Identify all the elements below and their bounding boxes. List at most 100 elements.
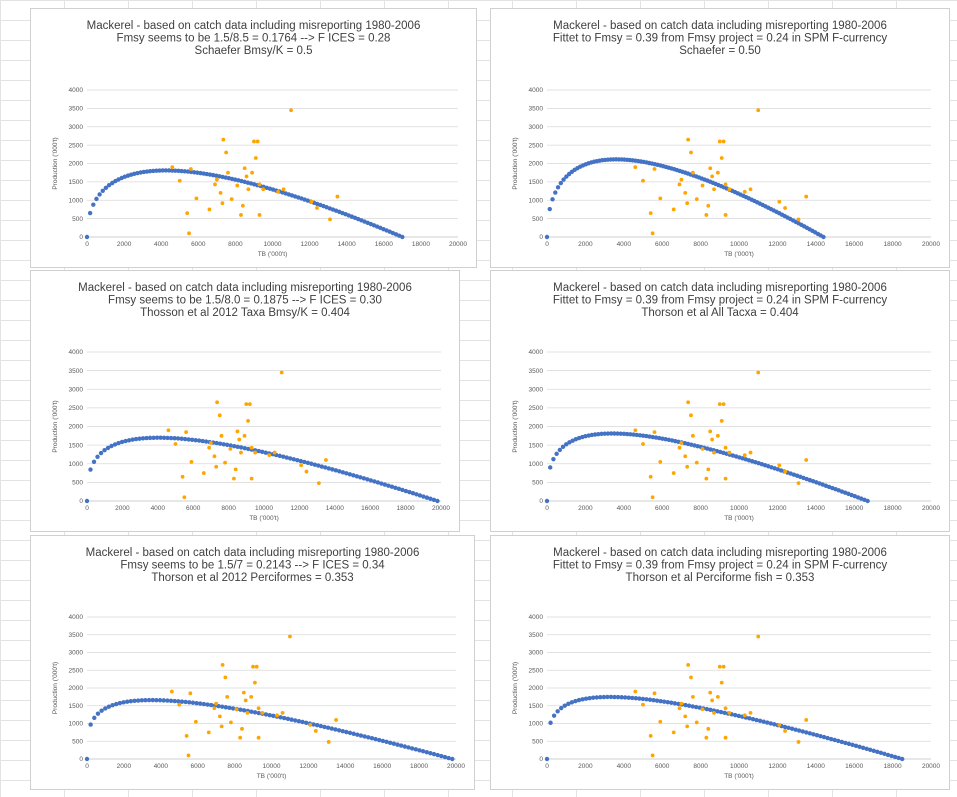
observed-point: [226, 170, 230, 175]
model-curve-point: [223, 705, 229, 710]
model-curve-point: [669, 700, 674, 705]
chart-title-line: Fmsy seems to be 1.5/8.5 = 0.1764 --> F …: [117, 33, 391, 45]
model-curve-point: [369, 736, 375, 741]
y-tick-label: 2000: [69, 424, 84, 431]
model-curve-point: [198, 701, 203, 706]
observed-point: [326, 740, 331, 744]
chart-panel[interactable]: Mackerel - based on catch data including…: [30, 270, 460, 532]
chart-panel[interactable]: Mackerel - based on catch data including…: [490, 535, 950, 790]
y-tick-label: 4000: [529, 349, 544, 356]
model-curve-point: [230, 706, 236, 711]
chart-panel[interactable]: Mackerel - based on catch data including…: [490, 270, 950, 532]
observed-point: [652, 430, 657, 434]
x-tick-label: 2000: [578, 505, 593, 512]
model-curve-point: [203, 439, 209, 444]
model-curve-point: [560, 444, 566, 450]
model-curve-point: [576, 697, 582, 703]
model-curve-point: [864, 746, 869, 752]
chart-title-line: Mackerel - based on catch data including…: [86, 547, 420, 559]
y-tick-label: 2000: [69, 161, 84, 168]
y-tick-label: 4000: [69, 614, 84, 621]
observed-point: [185, 211, 190, 216]
y-tick-label: 1500: [69, 703, 84, 710]
observed-point: [679, 701, 684, 706]
model-curve-point: [605, 431, 611, 436]
model-curve-point: [176, 168, 181, 174]
model-curve-point: [291, 457, 296, 462]
y-tick-label: 2500: [529, 405, 544, 412]
y-tick-label: 2500: [529, 667, 544, 674]
model-curve-point: [647, 697, 653, 702]
x-tick-label: 2000: [578, 241, 593, 248]
model-curve-point: [293, 718, 298, 723]
model-curve-point: [557, 447, 563, 453]
observed-point: [251, 664, 255, 669]
observed-point: [207, 207, 212, 212]
observed-point: [721, 139, 726, 144]
observed-point: [245, 710, 250, 715]
model-curve-point: [850, 742, 855, 748]
model-curve-point: [544, 756, 550, 762]
observed-point: [250, 170, 254, 175]
observed-point: [704, 213, 709, 217]
model-curve-point: [450, 756, 455, 762]
chart-panel[interactable]: Mackerel - based on catch data including…: [30, 8, 477, 268]
observed-point: [700, 446, 705, 451]
model-curve-point: [88, 722, 93, 727]
observed-point: [218, 191, 223, 195]
observed-point: [170, 165, 175, 170]
chart-svg: Mackerel - based on catch data including…: [512, 282, 940, 522]
observed-point: [783, 469, 787, 474]
x-tick-label: 12000: [768, 763, 786, 770]
model-curve-point: [690, 704, 695, 709]
model-curve-point: [151, 168, 156, 174]
observed-point: [276, 189, 280, 194]
model-curve-point: [424, 495, 430, 500]
observed-point: [214, 464, 219, 469]
chart-title-line: Schaefer Bmsy/K = 0.5: [195, 45, 313, 57]
chart-panel[interactable]: Mackerel - based on catch data including…: [490, 8, 950, 268]
observed-point: [220, 201, 225, 206]
observed-point: [173, 442, 178, 446]
model-curve-point: [395, 742, 400, 747]
chart-title-line: Thorson et al 2012 Perciformes = 0.353: [151, 572, 353, 584]
chart-title-line: Schaefer = 0.50: [679, 45, 761, 57]
model-curve-point: [340, 470, 346, 475]
observed-point: [648, 734, 653, 738]
x-tick-label: 16000: [373, 763, 391, 770]
x-tick-label: 4000: [617, 505, 632, 512]
observed-point: [700, 183, 705, 188]
x-tick-label: 6000: [655, 505, 670, 512]
observed-point: [221, 137, 226, 142]
model-curve-point: [347, 472, 353, 477]
chart-panel[interactable]: Mackerel - based on catch data including…: [30, 535, 475, 790]
y-tick-label: 4000: [529, 614, 544, 621]
observed-point: [249, 694, 254, 699]
model-curve-point: [172, 698, 177, 704]
y-axis-title: Production ('000't): [512, 400, 519, 452]
model-curve-point: [594, 695, 599, 700]
model-curve-point: [337, 469, 342, 474]
observed-point: [279, 370, 284, 375]
model-curve-point: [99, 708, 104, 713]
model-curve-point: [193, 437, 198, 443]
y-tick-label: 3000: [529, 386, 544, 393]
model-curve-point: [271, 713, 276, 719]
observed-point: [689, 675, 693, 680]
observed-point: [188, 167, 193, 171]
observed-point: [658, 459, 663, 464]
model-curve-point: [624, 431, 630, 437]
observed-point: [691, 433, 695, 438]
y-tick-label: 0: [79, 498, 83, 505]
observed-point: [228, 446, 233, 451]
observed-point: [213, 182, 217, 187]
observed-point: [677, 706, 682, 711]
model-curve-point: [846, 741, 852, 747]
model-curve-point: [217, 441, 223, 446]
y-tick-label: 3500: [529, 106, 544, 113]
model-curve-point: [875, 749, 880, 755]
model-curve-point: [154, 168, 159, 173]
model-curve-point: [836, 738, 841, 744]
model-curve-point: [121, 700, 126, 705]
model-curve-point: [612, 694, 617, 700]
